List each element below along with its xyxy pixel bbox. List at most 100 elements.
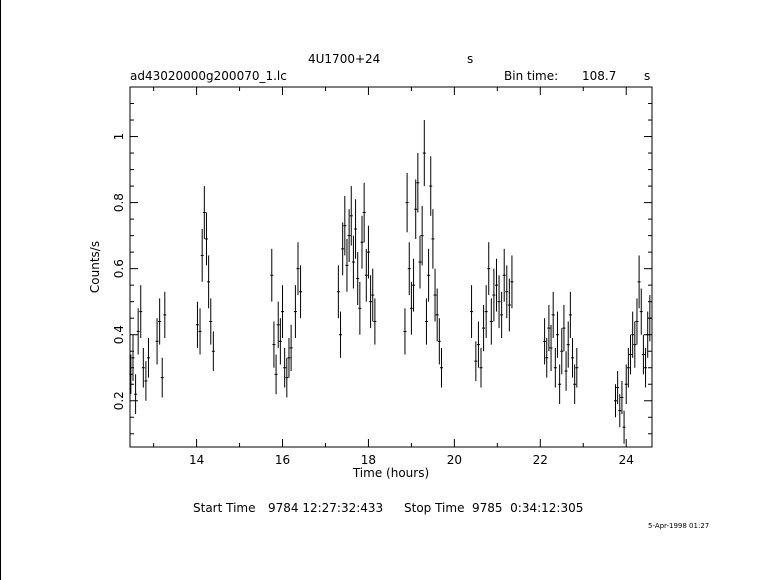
data-point <box>283 347 287 388</box>
data-point <box>416 153 420 213</box>
data-point <box>136 308 140 355</box>
data-point <box>276 301 280 348</box>
data-point <box>635 298 639 345</box>
data-point <box>272 321 276 368</box>
data-point <box>551 291 555 339</box>
data-point <box>155 318 159 365</box>
data-point <box>560 328 564 375</box>
data-point <box>341 222 345 276</box>
data-point <box>405 172 409 233</box>
y-tick-label: 0.4 <box>112 325 126 344</box>
data-point <box>364 248 368 302</box>
data-point <box>345 238 349 292</box>
data-point <box>497 275 501 329</box>
data-point <box>418 235 422 289</box>
data-point <box>278 318 282 365</box>
x-axis-label: Time (hours) <box>352 466 429 480</box>
data-point <box>139 285 143 339</box>
data-point <box>558 364 562 405</box>
start-time-value: 9784 12:27:32:433 <box>268 501 383 515</box>
y-axis-label: Counts/s <box>88 241 102 293</box>
data-point <box>420 205 424 266</box>
data-point <box>360 215 364 269</box>
x-tick-label: 24 <box>619 453 634 467</box>
x-tick-label: 20 <box>447 453 462 467</box>
data-point <box>339 311 343 358</box>
data-point <box>211 331 215 372</box>
data-point <box>409 281 413 335</box>
data-point <box>633 321 637 368</box>
data-point <box>362 182 366 243</box>
data-point <box>207 255 211 309</box>
start-time-label: Start Time <box>193 501 256 515</box>
data-point <box>505 265 509 319</box>
data-point <box>439 347 443 388</box>
data-point <box>644 347 648 388</box>
bin-time-label: Bin time: <box>504 69 558 83</box>
data-point <box>646 311 650 358</box>
data-point <box>347 209 351 263</box>
data-point <box>549 324 553 372</box>
data-point <box>435 288 439 342</box>
date-stamp: 5-Apr-1998 01:27 <box>648 522 709 530</box>
data-point <box>571 338 575 378</box>
data-point <box>618 394 622 428</box>
x-tick-label: 18 <box>361 453 376 467</box>
data-point <box>510 255 514 309</box>
data-point <box>568 291 572 339</box>
data-point <box>129 354 133 395</box>
data-point <box>648 295 652 342</box>
data-point <box>562 304 566 352</box>
data-point <box>566 321 570 368</box>
data-point <box>492 268 496 322</box>
data-point <box>637 255 641 309</box>
data-point <box>489 298 493 345</box>
data-point <box>484 285 488 339</box>
data-point <box>422 120 426 187</box>
object-unit: s <box>467 52 473 66</box>
data-point <box>429 156 433 216</box>
bin-time-unit: s <box>644 69 650 83</box>
x-tick-label: 22 <box>533 453 548 467</box>
y-axis: 0.2 0.4 0.6 0.8 1 <box>112 103 652 435</box>
data-point <box>209 298 213 345</box>
data-point <box>431 209 435 269</box>
data-point <box>427 248 431 302</box>
data-point <box>296 242 300 296</box>
data-point <box>285 357 289 398</box>
data-point <box>146 338 150 378</box>
data-point <box>369 275 373 329</box>
data-point <box>639 288 643 335</box>
y-tick-label: 0.6 <box>112 259 126 278</box>
data-point <box>573 364 577 405</box>
data-point <box>144 361 148 401</box>
data-point <box>575 347 579 388</box>
data-point <box>555 311 559 358</box>
data-point <box>616 371 620 405</box>
data-point <box>500 291 504 339</box>
data-point <box>343 195 347 256</box>
data-point <box>366 225 370 279</box>
data-point <box>487 242 491 296</box>
data-point <box>373 298 377 345</box>
data-point <box>354 199 358 259</box>
data-point <box>287 338 291 378</box>
data-point <box>502 248 506 302</box>
data-point <box>624 364 628 405</box>
stop-time-label: Stop Time <box>404 501 464 515</box>
data-point <box>613 384 617 418</box>
data-point <box>407 242 411 296</box>
data-point <box>270 248 274 302</box>
data-point <box>358 281 362 335</box>
data-point <box>198 308 202 355</box>
data-point <box>281 285 285 339</box>
data-point <box>274 354 278 395</box>
data-point <box>545 338 549 378</box>
data-point <box>437 318 441 365</box>
data-point <box>293 285 297 339</box>
data-point <box>141 347 145 388</box>
data-point <box>158 298 162 345</box>
data-point <box>622 410 626 444</box>
data-point <box>482 304 486 352</box>
